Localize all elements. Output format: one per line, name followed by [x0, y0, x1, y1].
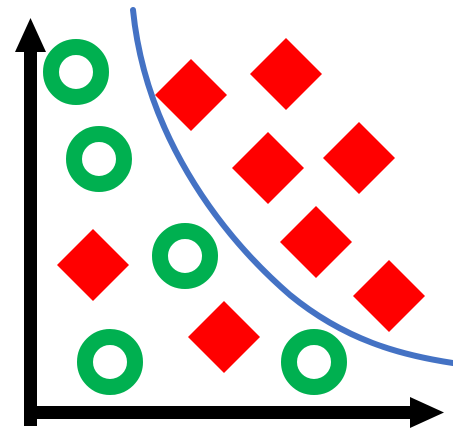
x-axis-line: [24, 406, 419, 419]
axes: [15, 18, 444, 428]
y-axis-arrowhead: [15, 18, 46, 52]
data-points: [43, 38, 425, 395]
y-axis-line: [24, 44, 37, 426]
diamond-icon: [250, 38, 322, 110]
decision-boundary-curve: [130, 7, 453, 366]
diamond-icon: [353, 260, 425, 332]
diamond-icon: [280, 206, 352, 278]
diamond-icon: [57, 229, 129, 301]
x-axis-arrowhead: [410, 397, 444, 428]
ring-icon: [281, 329, 347, 395]
ring-icon: [152, 223, 218, 289]
diamond-icon: [232, 132, 304, 204]
diamond-icon: [323, 122, 395, 194]
diamond-icon: [155, 59, 227, 131]
ring-icon: [43, 39, 109, 105]
ring-icon: [66, 126, 132, 192]
diamond-icon: [188, 301, 260, 373]
ring-icon: [77, 329, 143, 395]
